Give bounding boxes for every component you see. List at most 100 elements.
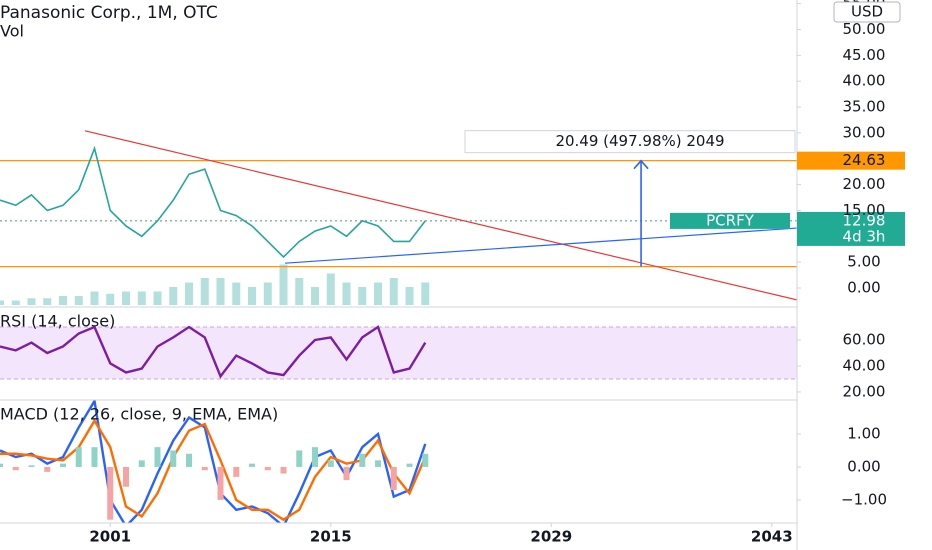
currency-label: USD [851, 3, 883, 21]
histogram-bar [233, 466, 240, 477]
volume-bar [216, 278, 225, 305]
y-tick-label: 20.00 [843, 175, 886, 193]
histogram-bar [217, 466, 224, 500]
volume-bar [106, 293, 115, 305]
histogram-bar [264, 466, 271, 471]
volume-bar [90, 291, 99, 305]
volume-bar [358, 287, 367, 305]
histogram-bar [201, 466, 208, 471]
histogram-bar [406, 463, 413, 467]
histogram-bar [0, 463, 3, 467]
histogram-bar [138, 460, 145, 467]
y-tick-label: 0.00 [847, 279, 880, 297]
pane-title: MACD (12, 26, close, 9, EMA, EMA) [0, 405, 278, 424]
last-price-box [797, 211, 905, 246]
y-tick-label: 40.00 [843, 356, 886, 374]
histogram-bar [44, 466, 51, 472]
x-tick-label: 2015 [310, 528, 352, 546]
series-name: PCRFY [706, 211, 755, 229]
histogram-bar [75, 447, 82, 467]
volume-bar [263, 282, 272, 305]
volume-bar [311, 287, 320, 305]
level-label-box [797, 151, 905, 170]
trendline [285, 227, 797, 264]
countdown-label: 4d 3h [843, 227, 886, 245]
y-tick-label: 35.00 [843, 98, 886, 116]
trendline [84, 130, 797, 301]
y-tick-label: 15.00 [843, 201, 886, 219]
histogram-bar [170, 450, 177, 467]
series-line [0, 145, 426, 259]
level-label: 24.63 [843, 151, 886, 169]
histogram-bar [422, 453, 429, 467]
volume-bar [122, 291, 131, 305]
histogram-bar [343, 466, 350, 481]
y-tick-label: 20.00 [843, 382, 886, 400]
volume-bar [421, 282, 430, 305]
volume-bar [279, 264, 288, 305]
volume-bar [0, 300, 4, 305]
series-line [0, 325, 427, 379]
y-tick-label: −1.00 [841, 490, 887, 508]
histogram-bar [91, 447, 98, 467]
y-tick-label: 0.00 [847, 457, 880, 475]
pane-subtitle: Vol [0, 22, 24, 41]
measure-label: 20.49 (497.98%) 2049 [555, 132, 724, 150]
pane-title: RSI (14, close) [0, 312, 115, 331]
volume-bar [185, 282, 194, 305]
y-tick-label: 30.00 [843, 123, 886, 141]
arrow-head [633, 159, 649, 170]
volume-bar [74, 296, 83, 305]
volume-bar [232, 282, 241, 305]
histogram-bar [154, 447, 161, 467]
y-tick-label: 40.00 [843, 72, 886, 90]
measure-label-box [464, 130, 796, 154]
y-tick-label: 50.00 [843, 20, 886, 38]
volume-bar [43, 298, 52, 305]
volume-bar [342, 282, 351, 305]
volume-bar [374, 282, 383, 305]
histogram-bar [327, 460, 334, 467]
currency-box [833, 1, 901, 23]
volume-bar [326, 273, 335, 305]
y-tick-label: 1.00 [847, 424, 880, 442]
histogram-bar [312, 447, 319, 467]
plot-layer [0, 130, 797, 523]
volume-bar [59, 296, 68, 305]
histogram-bar [296, 450, 303, 467]
histogram-bar [249, 463, 256, 467]
histogram-bar [12, 466, 19, 471]
volume-bar [248, 287, 257, 305]
histogram-bar [123, 466, 130, 487]
y-tick-label: 60.00 [843, 330, 886, 348]
volume-bar [295, 278, 304, 305]
histogram-bar [359, 453, 366, 467]
histogram-bar [280, 466, 287, 474]
last-price-label: 12.98 [843, 211, 886, 229]
x-tick-label: 2001 [89, 528, 131, 546]
y-tick-label: 5.00 [847, 253, 880, 271]
x-tick-label: 2029 [530, 528, 572, 546]
pane [0, 130, 797, 305]
y-tick-label: 45.00 [843, 46, 886, 64]
histogram-bar [107, 466, 114, 520]
pane [0, 325, 797, 380]
volume-bar [27, 298, 36, 305]
volume-bar [11, 300, 20, 305]
volume-bar [153, 291, 162, 305]
series-name-box [670, 212, 790, 229]
pane-title: Panasonic Corp., 1M, OTC [0, 3, 218, 23]
volume-bar [200, 278, 209, 305]
volume-bar [405, 287, 414, 305]
series-line [0, 418, 427, 522]
volume-bar [389, 278, 398, 305]
volume-bar [169, 287, 178, 305]
pane [0, 400, 429, 523]
histogram-bar [186, 453, 193, 467]
x-tick-label: 2043 [751, 528, 793, 546]
histogram-bar [390, 466, 397, 491]
volume-bar [137, 291, 146, 305]
histogram-bar [375, 460, 382, 467]
